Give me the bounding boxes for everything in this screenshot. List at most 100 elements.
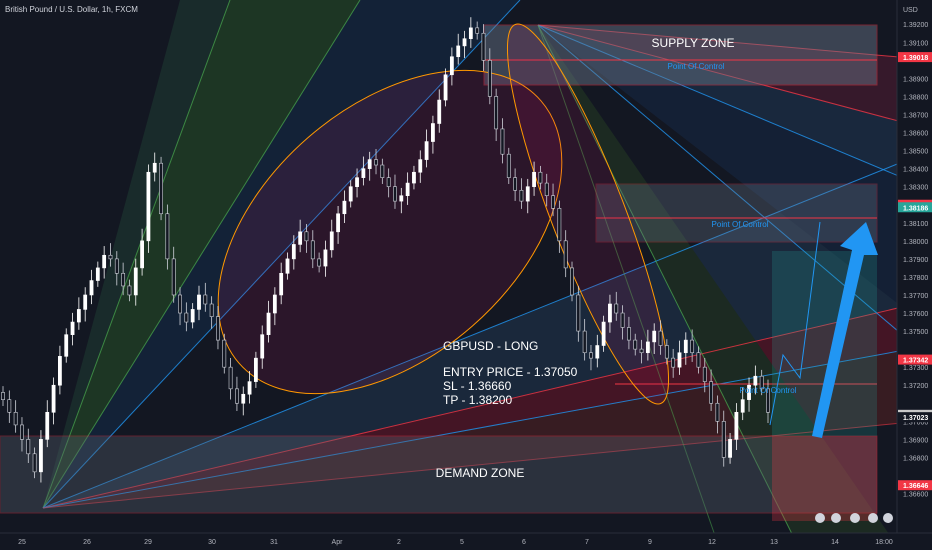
candle-body — [405, 182, 410, 197]
candle-body — [683, 339, 688, 354]
fan-line-7 — [42, 419, 932, 509]
status-icon-1[interactable] — [815, 513, 825, 523]
candle-body — [418, 159, 423, 173]
candle-body — [532, 171, 536, 187]
candle-body — [70, 321, 75, 335]
candle-body — [285, 258, 290, 274]
candle-body — [102, 254, 107, 269]
candle-body — [13, 411, 18, 426]
candle-body — [140, 240, 144, 269]
supply-zone-box[interactable] — [483, 24, 878, 86]
candle-body — [443, 74, 448, 101]
candle-body — [468, 27, 473, 39]
candle-body — [374, 159, 378, 166]
zone-labels: SUPPLY ZONE Point Of Control Point Of Co… — [436, 36, 797, 480]
candle-body — [336, 213, 340, 233]
ellipse-rally[interactable] — [157, 6, 623, 457]
y-tick-label: 1.37000 — [903, 419, 928, 426]
candle-body — [449, 56, 454, 76]
fan-line-6 — [42, 344, 932, 509]
y-tick-label: 1.38300 — [903, 185, 928, 192]
candle-body — [620, 312, 625, 328]
y-tick-label: 1.36800 — [903, 455, 928, 462]
y-tick-label: 1.37300 — [903, 365, 928, 372]
candle-body — [247, 381, 252, 395]
fan-line-12 — [537, 24, 801, 550]
candle-body — [32, 453, 37, 473]
long-position-loss[interactable] — [772, 436, 877, 521]
candle-body — [279, 273, 284, 296]
x-tick-label: 26 — [83, 539, 91, 546]
candle-body — [753, 375, 758, 386]
price-marker — [898, 52, 932, 63]
status-icon-5[interactable] — [883, 513, 893, 523]
candle-body — [348, 186, 353, 202]
candle-body — [317, 258, 322, 267]
candle-body — [190, 309, 195, 323]
price-axis[interactable]: USD 1.36600 1.36800 1.36900 1.37000 1.37200 1… — [896, 0, 932, 533]
candle-body — [608, 303, 612, 323]
candle-body — [235, 388, 239, 404]
candle-body — [494, 96, 499, 130]
candle-body — [456, 45, 461, 58]
x-tick-label: 31 — [270, 539, 278, 546]
wave-ellipses — [157, 6, 696, 457]
fan-line-13 — [537, 24, 721, 550]
time-axis-background — [0, 533, 932, 550]
time-axis[interactable]: 25 26 29 30 31 Apr 2 5 6 7 9 12 13 14 18:00 — [0, 532, 932, 550]
fan-line-8 — [537, 24, 932, 61]
candle-body — [165, 213, 170, 260]
y-tick-label: 1.38600 — [903, 131, 928, 138]
candle-body — [95, 267, 100, 281]
candle-body — [399, 195, 404, 202]
candle-body — [209, 303, 214, 317]
candle-body — [152, 162, 157, 173]
x-tick-label: 7 — [585, 539, 589, 546]
x-tick-label: 12 — [708, 539, 716, 546]
x-tick-label: 25 — [18, 539, 26, 546]
candle-body — [633, 339, 638, 350]
candle-body — [525, 186, 530, 202]
price-marker — [898, 480, 932, 491]
price-marker — [898, 354, 932, 365]
y-tick-label: 1.37500 — [903, 329, 928, 336]
price-marker-label: 1.36646 — [903, 483, 928, 490]
candle-body — [570, 267, 574, 296]
x-tick-label: 30 — [208, 539, 216, 546]
status-icon-4[interactable] — [868, 513, 878, 523]
candle-body — [431, 123, 435, 142]
candle-body — [601, 321, 606, 346]
ellipse-drop[interactable] — [481, 11, 696, 417]
x-tick-label: 18:00 — [875, 539, 893, 546]
candle-body — [1, 392, 5, 400]
stop-loss-text: SL - 1.36660 — [443, 379, 512, 393]
mid-zone-box[interactable] — [595, 183, 878, 243]
price-marker-label: 1.37342 — [903, 358, 928, 365]
x-tick-label: 9 — [648, 539, 652, 546]
x-tick-label: 2 — [397, 539, 401, 546]
projection — [769, 221, 878, 438]
candle-body — [437, 99, 442, 124]
price-axis-background — [897, 0, 932, 533]
candle-body — [721, 421, 726, 458]
candle-body — [747, 384, 751, 400]
status-icons[interactable] — [815, 513, 893, 523]
candle-body — [639, 348, 644, 354]
candle-body — [544, 182, 549, 197]
y-tick-label: 1.39200 — [903, 22, 928, 29]
candle-body — [121, 273, 126, 287]
price-marker-label: 1.37023 — [903, 415, 928, 422]
lower-poc-label: Point Of Control — [740, 386, 797, 395]
candle-body — [367, 159, 372, 169]
candle-body — [355, 177, 359, 187]
status-icon-2[interactable] — [831, 513, 841, 523]
candle-body — [272, 294, 277, 314]
candle-body — [696, 352, 701, 368]
candle-body — [253, 357, 258, 382]
status-icon-3[interactable] — [850, 513, 860, 523]
candle-body — [146, 171, 151, 242]
x-tick-label: 14 — [831, 539, 839, 546]
bullish-arrow[interactable] — [812, 222, 878, 438]
take-profit-text: TP - 1.38200 — [443, 393, 512, 407]
